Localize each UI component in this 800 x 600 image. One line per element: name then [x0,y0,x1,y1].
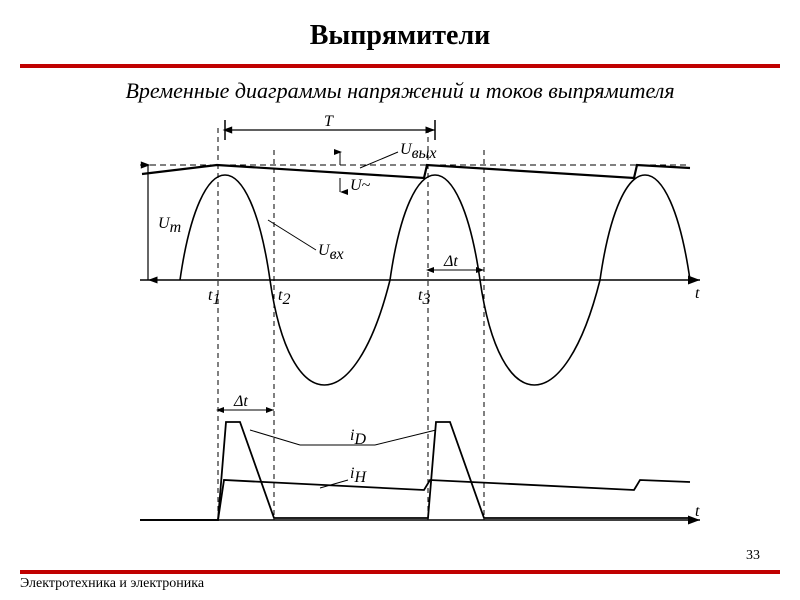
T-label: T [324,113,334,130]
Uvx-label: Uвх [318,242,344,263]
divider-top [20,64,780,68]
iH-waveform [140,480,690,520]
iH-label: iH [350,465,367,486]
page-title: Выпрямители [0,20,800,52]
rectifier-timing-diagram: t T Um Uвых U~ Uвх Δt [100,110,720,550]
Utilde-label: U~ [350,177,371,194]
t3-label: t3 [418,287,430,308]
footer-text: Электротехника и электроника [20,576,204,592]
output-waveform [142,165,690,178]
upper-t-label: t [695,285,700,302]
divider-bottom [20,570,780,574]
Uvyh-leader [360,152,398,168]
Uvyh-label: Uвых [400,141,436,162]
Uvx-leader [268,220,316,250]
t2-label: t2 [278,287,290,308]
dt-lower-label: Δt [233,393,248,410]
iD-waveform [140,422,690,520]
subtitle: Временные диаграммы напряжений и токов в… [0,78,800,104]
lower-t-label: t [695,503,700,520]
dt-upper-label: Δt [443,253,458,270]
t1-label: t1 [208,287,220,308]
iD-leader [250,430,436,445]
page-number: 33 [746,548,760,564]
